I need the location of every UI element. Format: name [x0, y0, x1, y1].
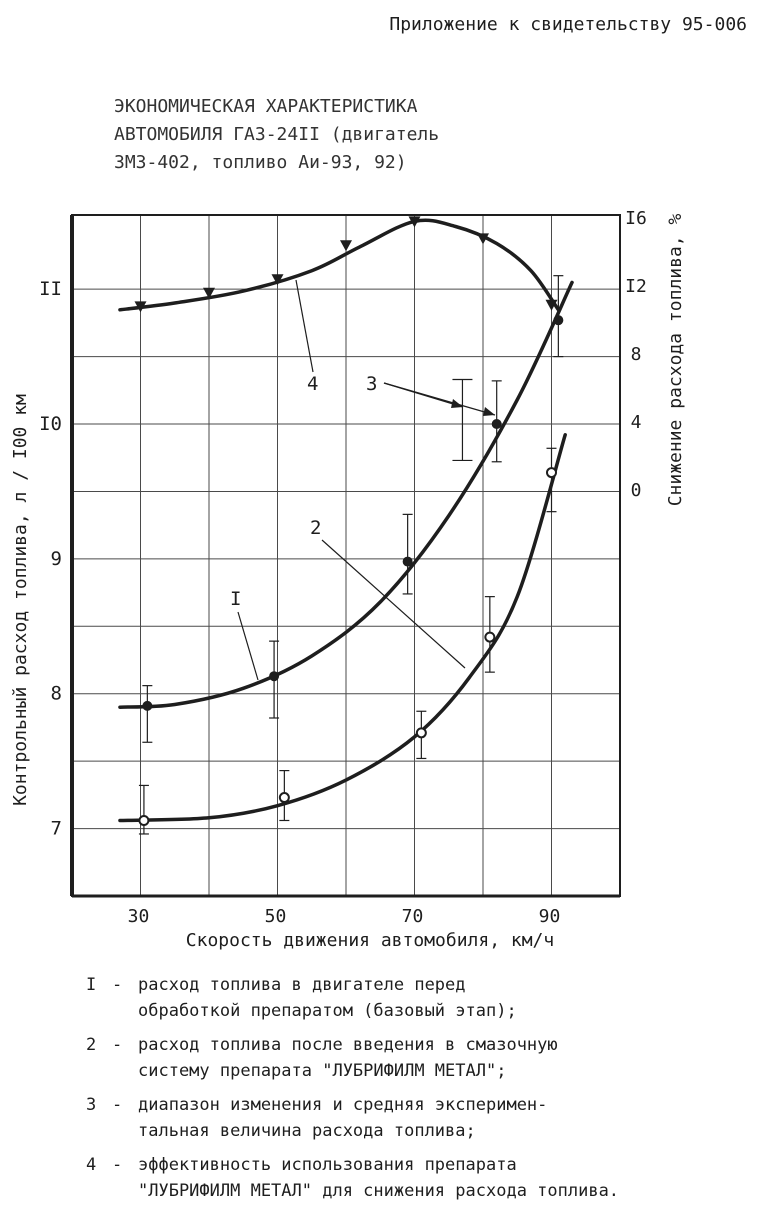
legend-number: I [86, 975, 97, 995]
legend-line: диапазон изменения и средняя эксперимен- [138, 1095, 548, 1115]
chart-title: ЭКОНОМИЧЕСКАЯ ХАРАКТЕРИСТИКА АВТОМОБИЛЯ … [114, 93, 439, 177]
series-line-2 [118, 433, 567, 823]
data-point-I [491, 419, 502, 430]
data-point-4 [545, 299, 558, 311]
y-axis-label: Контрольный расход топлива, л / I00 км [10, 394, 31, 806]
legend-line: "ЛУБРИФИЛМ МЕТАЛ" для снижения расхода т… [138, 1181, 620, 1201]
y-tick-label: 8 [51, 683, 62, 705]
legend-line: расход топлива в двигателе перед [138, 975, 466, 995]
legend-text: расход топлива после введения в смазочну… [138, 1032, 746, 1084]
x-tick-label: 50 [265, 906, 287, 927]
legend-number: 3 [86, 1095, 97, 1115]
y2-tick-label: 8 [631, 344, 642, 365]
legend-line: эффективность использования препарата [138, 1155, 517, 1175]
data-point-I [269, 671, 280, 682]
data-point-I [553, 315, 564, 326]
annotation-label: 3 [366, 373, 377, 395]
legend-dash: - [112, 1095, 123, 1115]
legend-item: I - расход топлива в двигателе перед обр… [86, 972, 746, 1024]
data-point-2 [278, 792, 290, 804]
data-point-2 [138, 814, 150, 826]
y2-tick-label: 0 [631, 480, 642, 501]
legend-line: систему препарата "ЛУБРИФИЛМ МЕТАЛ"; [138, 1061, 507, 1081]
legend-line: тальная величина расхода топлива; [138, 1121, 476, 1141]
y-tick-label: II [39, 278, 62, 300]
data-point-4 [408, 216, 421, 228]
annotation-label: 2 [310, 517, 321, 539]
annotation-arrowhead [451, 399, 463, 408]
page-header: Приложение к свидетельству 95-006 [389, 14, 747, 35]
y2-tick-label: I6 [625, 208, 647, 229]
chart-title-line: ЭКОНОМИЧЕСКАЯ ХАРАКТЕРИСТИКА [114, 96, 418, 117]
series-line-I [118, 280, 574, 709]
annotation-leader [237, 611, 259, 681]
x-tick-label: 90 [539, 906, 561, 927]
legend-text: диапазон изменения и средняя эксперимен-… [138, 1092, 746, 1144]
x-tick-label: 70 [402, 906, 424, 927]
legend-text: расход топлива в двигателе перед обработ… [138, 972, 746, 1024]
annotation-label: I [230, 588, 241, 610]
legend-dash: - [112, 1035, 123, 1055]
chart-title-line: АВТОМОБИЛЯ ГАЗ-24II (двигатель [114, 124, 440, 145]
data-point-4 [340, 240, 352, 252]
legend-text: эффективность использования препарата "Л… [138, 1152, 746, 1204]
legend-number: 2 [86, 1035, 97, 1055]
legend-item: 3 - диапазон изменения и средняя экспери… [86, 1092, 746, 1144]
x-tick-label: 30 [128, 906, 150, 927]
data-point-4 [271, 274, 284, 286]
annotation-leader [321, 539, 466, 669]
annotation-label: 4 [307, 373, 318, 395]
annotation-leader [295, 279, 314, 373]
legend-item: 4 - эффективность использования препарат… [86, 1152, 746, 1204]
y-tick-label: I0 [39, 413, 62, 435]
data-point-4 [477, 233, 489, 245]
y-tick-label: 7 [51, 818, 62, 840]
series-line-4 [118, 218, 561, 312]
legend-number: 4 [86, 1155, 97, 1175]
legend-dash: - [112, 1155, 123, 1175]
data-point-I [142, 700, 153, 711]
annotation-leader [383, 382, 496, 416]
y2-axis-label: Снижение расхода топлива, % [665, 214, 686, 507]
data-point-2 [415, 727, 427, 739]
legend-dash: - [112, 975, 123, 995]
data-point-4 [134, 301, 147, 313]
data-point-4 [203, 287, 215, 299]
data-point-2 [484, 631, 496, 643]
legend-line: обработкой препаратом (базовый этап); [138, 1001, 517, 1021]
legend-item: 2 - расход топлива после введения в смаз… [86, 1032, 746, 1084]
y2-tick-label: I2 [625, 276, 647, 297]
x-axis-label: Скорость движения автомобиля, км/ч [186, 930, 554, 951]
chart-title-line: ЗМЗ-402, топливо Аи-93, 92) [114, 152, 407, 173]
data-point-I [402, 556, 413, 567]
data-point-2 [546, 467, 557, 479]
y2-tick-label: 4 [631, 412, 642, 433]
annotation-arrowhead [483, 407, 495, 416]
legend: I - расход топлива в двигателе перед обр… [86, 972, 746, 1212]
legend-line: расход топлива после введения в смазочну… [138, 1035, 558, 1055]
y-tick-label: 9 [51, 548, 62, 570]
